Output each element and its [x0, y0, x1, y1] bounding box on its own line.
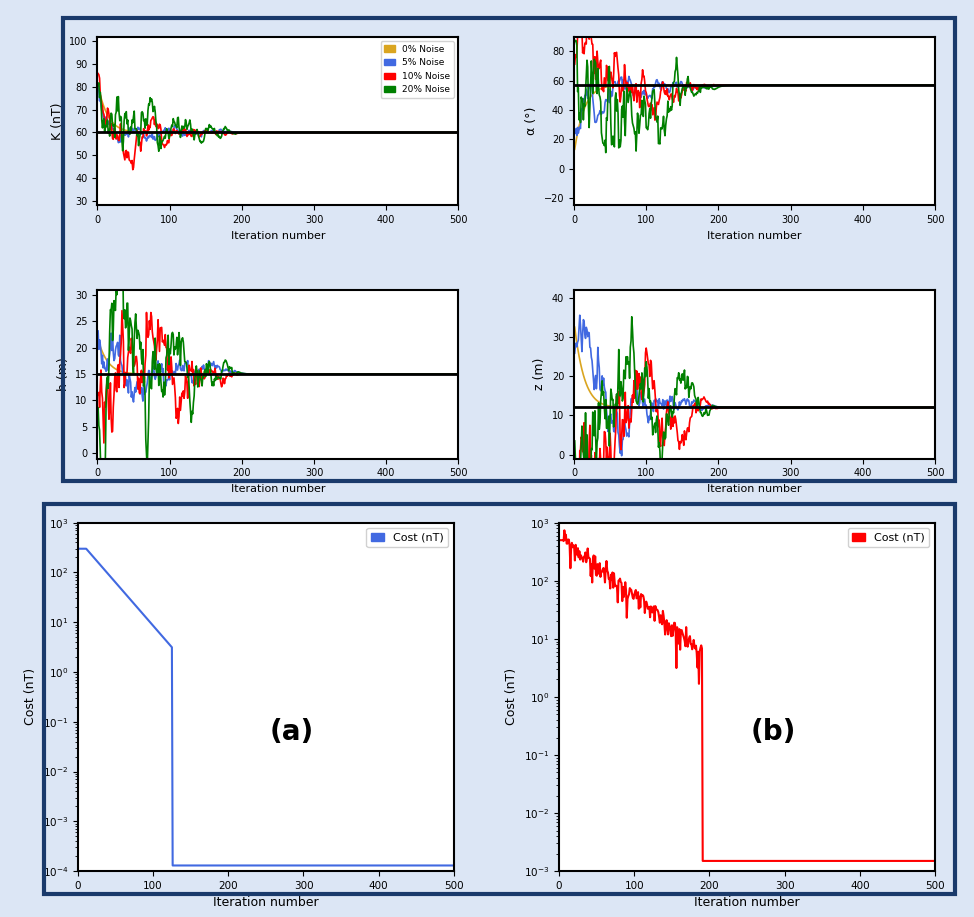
- Text: (b): (b): [751, 718, 796, 746]
- Y-axis label: Cost (nT): Cost (nT): [24, 668, 37, 725]
- X-axis label: Iteration number: Iteration number: [231, 484, 325, 493]
- Legend: Cost (nT): Cost (nT): [847, 528, 929, 547]
- X-axis label: Iteration number: Iteration number: [213, 897, 318, 910]
- X-axis label: Iteration number: Iteration number: [707, 484, 802, 493]
- X-axis label: Iteration number: Iteration number: [231, 231, 325, 240]
- Legend: Cost (nT): Cost (nT): [366, 528, 448, 547]
- Y-axis label: Cost (nT): Cost (nT): [506, 668, 518, 725]
- Legend: 0% Noise, 5% Noise, 10% Noise, 20% Noise: 0% Noise, 5% Noise, 10% Noise, 20% Noise: [381, 41, 454, 98]
- X-axis label: Iteration number: Iteration number: [707, 231, 802, 240]
- X-axis label: Iteration number: Iteration number: [694, 897, 800, 910]
- Y-axis label: h (m): h (m): [56, 358, 69, 391]
- Y-axis label: z (m): z (m): [534, 358, 546, 391]
- Text: (a): (a): [270, 718, 315, 746]
- Y-axis label: α (°): α (°): [525, 107, 539, 135]
- Y-axis label: K (nT): K (nT): [51, 103, 63, 139]
